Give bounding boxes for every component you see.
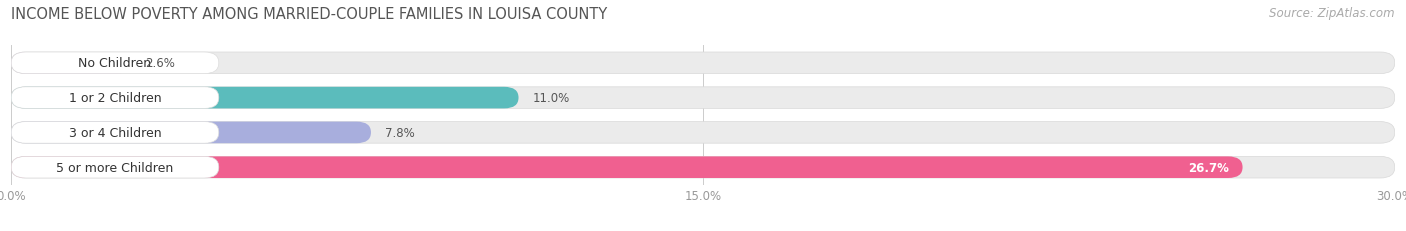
- FancyBboxPatch shape: [11, 157, 1243, 178]
- Text: Source: ZipAtlas.com: Source: ZipAtlas.com: [1270, 7, 1395, 20]
- Text: 11.0%: 11.0%: [533, 92, 569, 105]
- FancyBboxPatch shape: [11, 87, 1395, 109]
- FancyBboxPatch shape: [11, 87, 519, 109]
- FancyBboxPatch shape: [11, 87, 219, 109]
- FancyBboxPatch shape: [11, 122, 371, 143]
- Text: 5 or more Children: 5 or more Children: [56, 161, 173, 174]
- Text: 1 or 2 Children: 1 or 2 Children: [69, 92, 162, 105]
- Text: INCOME BELOW POVERTY AMONG MARRIED-COUPLE FAMILIES IN LOUISA COUNTY: INCOME BELOW POVERTY AMONG MARRIED-COUPL…: [11, 7, 607, 22]
- FancyBboxPatch shape: [11, 53, 131, 74]
- FancyBboxPatch shape: [11, 53, 219, 74]
- FancyBboxPatch shape: [11, 122, 1395, 143]
- Text: 3 or 4 Children: 3 or 4 Children: [69, 126, 162, 139]
- FancyBboxPatch shape: [11, 157, 1395, 178]
- Text: 2.6%: 2.6%: [145, 57, 174, 70]
- FancyBboxPatch shape: [11, 53, 1395, 74]
- FancyBboxPatch shape: [11, 157, 219, 178]
- Text: 26.7%: 26.7%: [1188, 161, 1229, 174]
- FancyBboxPatch shape: [11, 122, 219, 143]
- Text: No Children: No Children: [79, 57, 152, 70]
- Text: 7.8%: 7.8%: [385, 126, 415, 139]
